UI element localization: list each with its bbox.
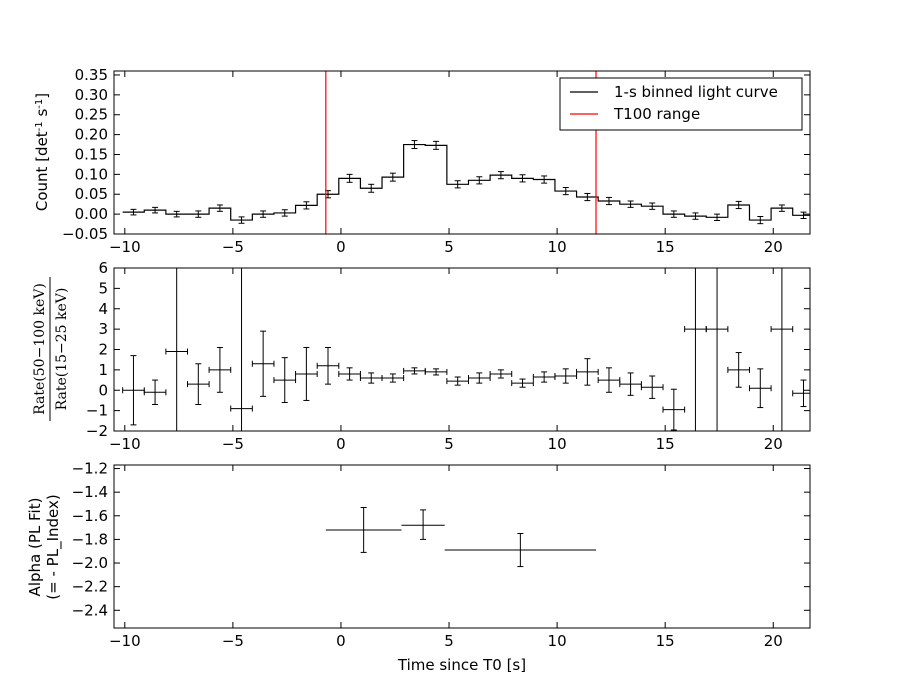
- light-curve-ytick-label: 0.15: [75, 145, 108, 163]
- hardness-ytick-label: −2: [86, 422, 108, 440]
- light-curve-ylabel: Count [det-1 s-1]: [33, 93, 51, 211]
- light-curve-ytick-label: 0.10: [75, 165, 108, 183]
- light-curve-xtick-label: 5: [444, 238, 454, 256]
- hardness-ratio-ylabel: Rate(50−100 keV) Rate(15−25 keV): [32, 277, 70, 421]
- alpha-plot-area: [325, 507, 597, 568]
- hardness-ytick-label: 0: [98, 381, 108, 399]
- hardness-ytick-label: 4: [98, 300, 108, 318]
- light-curve-ytick-label: 0.20: [75, 126, 108, 144]
- hardness-xtick-label: −10: [109, 435, 141, 453]
- hardness-frame: [113, 267, 811, 432]
- hardness-xtick-label: −5: [222, 435, 244, 453]
- alpha-xtick-label: −10: [109, 632, 141, 650]
- alpha-ylabel-line2: (= - PL_Index): [44, 494, 63, 599]
- alpha-ytick-label: −1.2: [72, 460, 108, 478]
- hardness-ytick-label: 5: [98, 279, 108, 297]
- alpha-xtick-label: 5: [444, 632, 454, 650]
- hardness-xtick-label: 10: [548, 435, 567, 453]
- light-curve-xtick-label: 15: [656, 238, 675, 256]
- alpha-xtick-label: 10: [548, 632, 567, 650]
- hardness-ytick-label: −1: [86, 402, 108, 420]
- hardness-plot-area: [122, 268, 810, 431]
- alpha-xtick-label: 15: [656, 632, 675, 650]
- hardness-xtick-label: 5: [444, 435, 454, 453]
- alpha-xtick-label: −5: [222, 632, 244, 650]
- legend-label: T100 range: [613, 105, 700, 123]
- light-curve-ytick-label: 0.30: [75, 86, 108, 104]
- light-curve-ytick-label: 0.25: [75, 106, 108, 124]
- light-curve-ytick-label: −0.05: [62, 225, 108, 243]
- light-curve-xtick-label: 0: [336, 238, 346, 256]
- hardness-xtick-label: 15: [656, 435, 675, 453]
- alpha-ytick-label: −1.6: [72, 507, 108, 525]
- hardness-ytick-label: 1: [98, 361, 108, 379]
- light-curve-ytick-label: 0.35: [75, 66, 108, 84]
- alpha-ytick-label: −2.0: [72, 554, 108, 572]
- light-curve-panel: −10 −5 0 5 10 15 20 −0.05 0.00 0.05 0.10 0.150.20 0.…: [62, 66, 811, 256]
- alpha-ylabel-line1: Alpha (PL Fit): [26, 498, 44, 597]
- x-axis-label: Time since T0 [s]: [397, 656, 526, 674]
- legend-label: 1-s binned light curve: [614, 83, 778, 101]
- hardness-xtick-label: 0: [336, 435, 346, 453]
- alpha-ytick-label: −2.2: [72, 578, 108, 596]
- hardness-ytick-label: 3: [98, 320, 108, 338]
- alpha-frame: [113, 464, 811, 629]
- alpha-ytick-label: −2.4: [72, 601, 108, 619]
- light-curve-xtick-label: 20: [764, 238, 783, 256]
- light-curve-ytick-label: 0.05: [75, 185, 108, 203]
- hardness-ratio-numerator: Rate(50−100 keV): [32, 283, 48, 415]
- alpha-xtick-label: 0: [336, 632, 346, 650]
- alpha-ytick-label: −1.4: [72, 483, 108, 501]
- hardness-ytick-label: 2: [98, 341, 108, 359]
- alpha-xtick-label: 20: [764, 632, 783, 650]
- alpha-panel: −10 −5 0 5 10 15 20 −2.4 −2.2 −2.0 −1.8 −1.6 −1.4 −1.…: [72, 460, 811, 650]
- light-curve-xtick-label: 10: [548, 238, 567, 256]
- hardness-xtick-label: 20: [764, 435, 783, 453]
- light-curve-step-line: [122, 143, 810, 221]
- light-curve-xtick-label: −5: [222, 238, 244, 256]
- alpha-ytick-label: −1.8: [72, 530, 108, 548]
- light-curve-ytick-label: 0.00: [75, 205, 108, 223]
- legend: 1-s binned light curve T100 range: [559, 77, 803, 131]
- legend-box: [559, 77, 803, 131]
- light-curve-frame: [113, 70, 811, 235]
- light-curve-xtick-label: −10: [109, 238, 141, 256]
- hardness-ytick-label: 6: [98, 259, 108, 277]
- hardness-ratio-denominator: Rate(15−25 keV): [54, 288, 70, 411]
